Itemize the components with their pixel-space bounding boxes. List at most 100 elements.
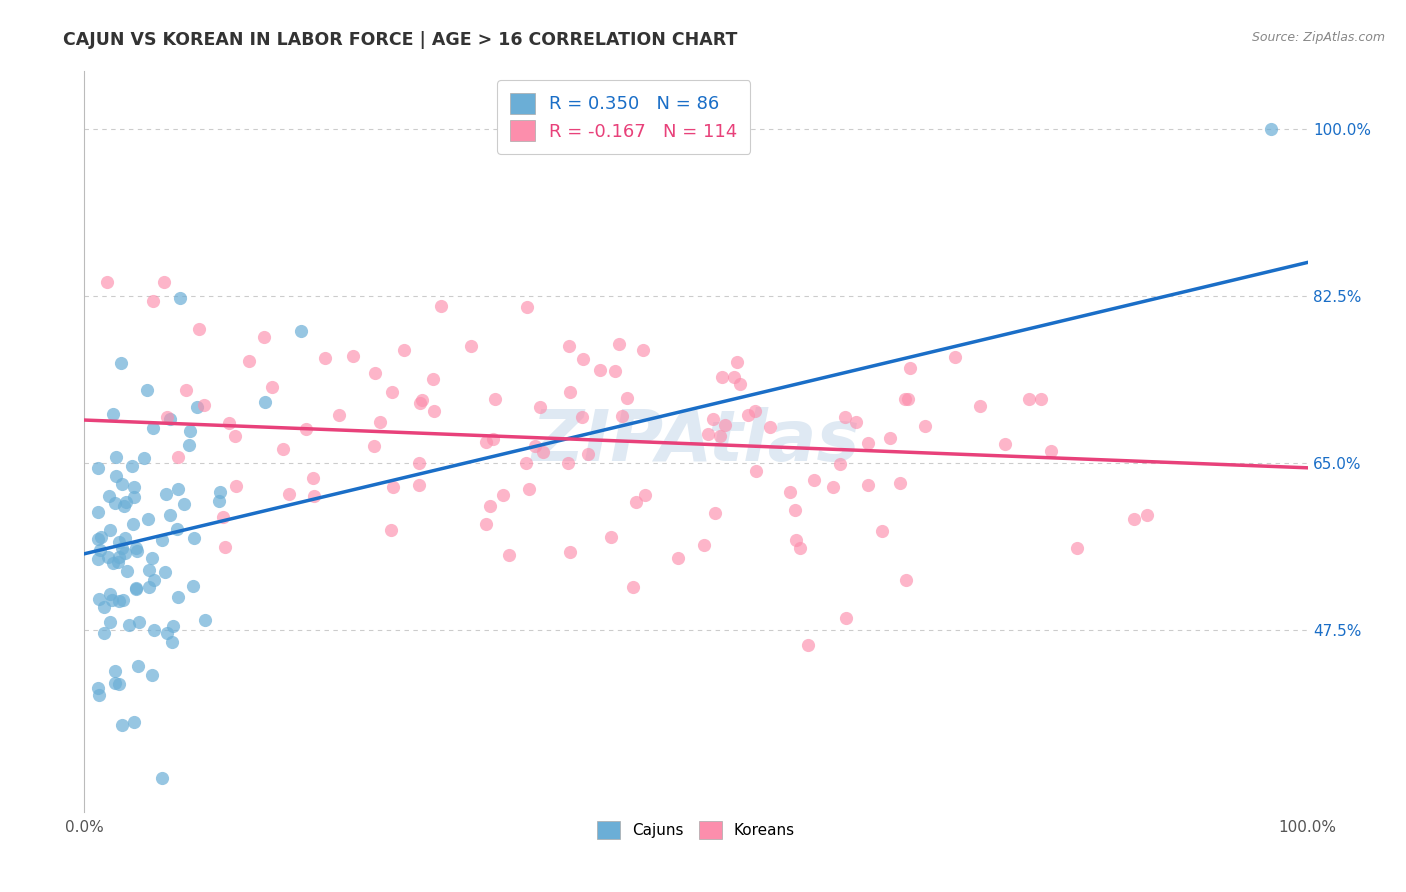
Point: [93, 625, 115, 640]
Point: [162, 619, 184, 633]
Point: [166, 522, 188, 536]
Point: [759, 420, 782, 434]
Point: [896, 574, 918, 588]
Point: [107, 593, 129, 607]
Point: [380, 523, 402, 537]
Point: [711, 370, 734, 384]
Point: [516, 300, 538, 314]
Point: [142, 421, 165, 435]
Point: [796, 638, 818, 652]
Point: [166, 450, 188, 464]
Point: [634, 488, 657, 502]
Point: [728, 377, 751, 392]
Point: [897, 392, 920, 406]
Point: [484, 392, 506, 407]
Point: [828, 458, 851, 472]
Point: [271, 442, 294, 456]
Point: [381, 480, 404, 494]
Point: [370, 415, 392, 429]
Point: [194, 613, 217, 627]
Point: [125, 544, 148, 558]
Point: [87, 681, 110, 695]
Point: [342, 349, 364, 363]
Text: ZIPAtlas: ZIPAtlas: [531, 407, 860, 476]
Point: [114, 546, 136, 560]
Point: [159, 508, 181, 522]
Point: [156, 625, 179, 640]
Point: [524, 439, 547, 453]
Point: [173, 497, 195, 511]
Point: [571, 410, 593, 425]
Point: [704, 506, 727, 520]
Point: [101, 556, 124, 570]
Point: [87, 505, 110, 519]
Point: [893, 392, 915, 406]
Point: [408, 456, 430, 470]
Point: [153, 275, 176, 289]
Point: [98, 587, 121, 601]
Point: [709, 429, 731, 443]
Point: [558, 545, 581, 559]
Point: [150, 772, 173, 786]
Point: [110, 356, 132, 370]
Point: [1018, 392, 1040, 406]
Point: [714, 417, 737, 432]
Point: [143, 624, 166, 638]
Point: [803, 474, 825, 488]
Point: [117, 564, 139, 578]
Point: [492, 488, 515, 502]
Point: [845, 415, 868, 429]
Point: [429, 299, 451, 313]
Point: [856, 478, 879, 492]
Point: [90, 530, 112, 544]
Point: [479, 500, 502, 514]
Point: [181, 579, 204, 593]
Point: [858, 435, 880, 450]
Point: [114, 499, 136, 513]
Point: [183, 531, 205, 545]
Point: [517, 482, 540, 496]
Point: [723, 370, 745, 384]
Point: [744, 404, 766, 418]
Point: [870, 524, 893, 538]
Point: [122, 480, 145, 494]
Point: [779, 484, 801, 499]
Point: [294, 421, 316, 435]
Point: [693, 538, 716, 552]
Point: [103, 407, 125, 421]
Point: [104, 676, 127, 690]
Point: [260, 380, 283, 394]
Point: [411, 393, 433, 408]
Point: [702, 412, 724, 426]
Legend: Cajuns, Koreans: Cajuns, Koreans: [591, 815, 801, 845]
Point: [138, 580, 160, 594]
Point: [605, 364, 627, 378]
Point: [122, 714, 145, 729]
Point: [127, 658, 149, 673]
Point: [607, 336, 630, 351]
Point: [169, 291, 191, 305]
Point: [89, 542, 111, 557]
Point: [174, 383, 197, 397]
Point: [409, 396, 432, 410]
Point: [785, 502, 807, 516]
Point: [159, 412, 181, 426]
Point: [142, 293, 165, 308]
Point: [121, 458, 143, 473]
Point: [612, 409, 634, 423]
Point: [224, 429, 246, 443]
Point: [97, 550, 120, 565]
Point: [475, 516, 498, 531]
Point: [725, 354, 748, 368]
Point: [208, 493, 231, 508]
Point: [482, 432, 505, 446]
Point: [160, 634, 183, 648]
Point: [576, 447, 599, 461]
Point: [1123, 512, 1146, 526]
Point: [943, 351, 966, 365]
Point: [125, 581, 148, 595]
Point: [156, 410, 179, 425]
Point: [125, 541, 148, 556]
Point: [394, 343, 416, 357]
Point: [93, 600, 115, 615]
